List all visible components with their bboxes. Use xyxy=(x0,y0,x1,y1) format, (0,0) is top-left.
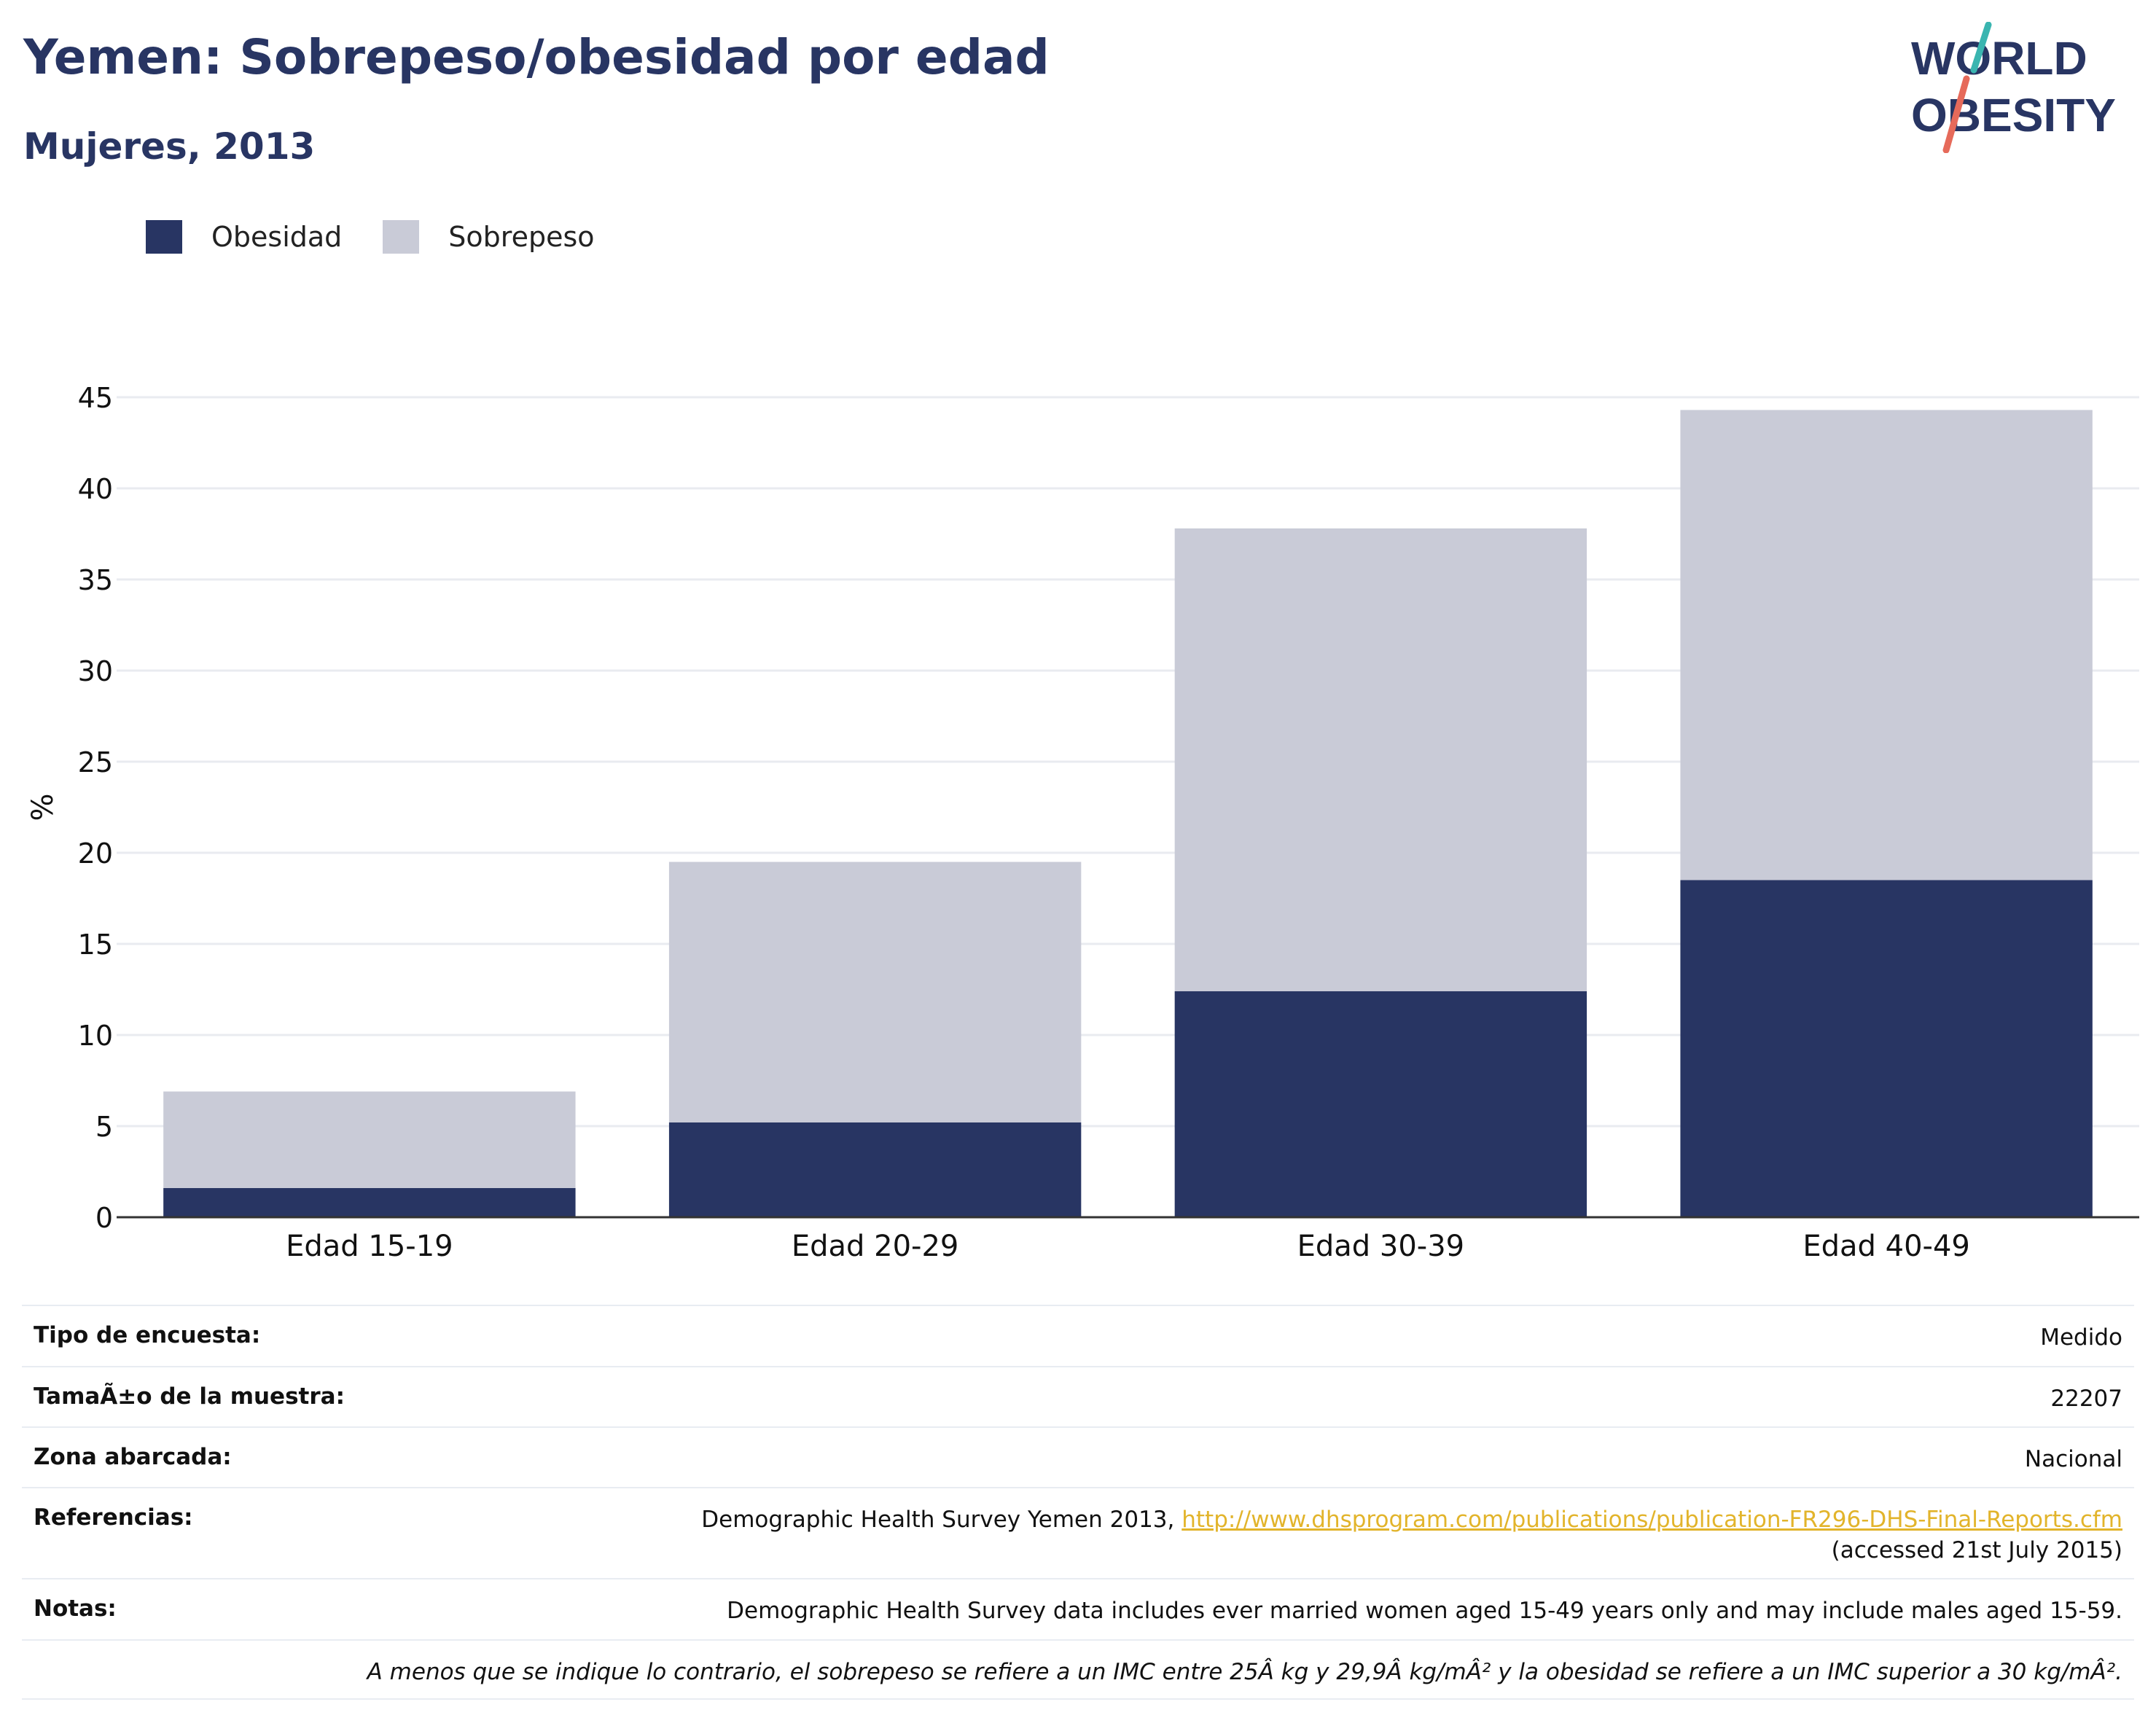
x-tick-label: Edad 20-29 xyxy=(792,1230,959,1263)
info-row-footnote: A menos que se indique lo contrario, el … xyxy=(22,1639,2134,1700)
legend: Obesidad Sobrepeso xyxy=(146,219,636,255)
legend-label-sobrepeso: Sobrepeso xyxy=(448,221,595,253)
legend-item-sobrepeso: Sobrepeso xyxy=(383,220,595,254)
bar-sobrepeso xyxy=(163,1091,576,1188)
x-tick-label: Edad 40-49 xyxy=(1802,1230,1970,1263)
info-value: 22207 xyxy=(2050,1386,2122,1412)
y-tick-label: 10 xyxy=(78,1020,113,1052)
bar-obesidad xyxy=(163,1188,576,1217)
y-tick-label: 40 xyxy=(78,473,113,505)
bar-sobrepeso xyxy=(668,862,1082,1122)
y-tick-label: 35 xyxy=(78,564,113,596)
y-axis-label: % xyxy=(26,793,60,821)
footnote: A menos que se indique lo contrario, el … xyxy=(367,1659,2122,1685)
legend-item-obesidad: Obesidad xyxy=(146,220,342,254)
y-tick-label: 5 xyxy=(95,1111,113,1143)
world-obesity-logo-icon: WORLD OBESITY xyxy=(1911,22,2116,153)
reference-link[interactable]: http://www.dhsprogram.com/publications/p… xyxy=(1181,1507,2122,1533)
bar-obesidad xyxy=(1680,880,2093,1217)
info-row-survey-type: Tipo de encuesta: Medido xyxy=(22,1305,2134,1366)
x-tick-label: Edad 30-39 xyxy=(1297,1230,1465,1263)
info-row-references: Referencias: Demographic Health Survey Y… xyxy=(22,1487,2134,1578)
info-label: Zona abarcada: xyxy=(34,1444,232,1470)
info-row-notes: Notas: Demographic Health Survey data in… xyxy=(22,1578,2134,1639)
bar-sobrepeso xyxy=(1680,410,2093,880)
y-tick-label: 15 xyxy=(78,929,113,961)
info-value: Demographic Health Survey Yemen 2013, ht… xyxy=(701,1504,2122,1578)
y-tick-label: 0 xyxy=(95,1202,113,1234)
x-tick-label: Edad 15-19 xyxy=(286,1230,453,1263)
logo-line2: OBESITY xyxy=(1911,89,2116,141)
logo-line1: WORLD xyxy=(1911,32,2087,85)
y-tick-label: 25 xyxy=(78,746,113,778)
y-tick-label: 45 xyxy=(78,382,113,414)
legend-swatch-sobrepeso xyxy=(383,220,420,254)
bar-obesidad xyxy=(1174,991,1587,1217)
info-row-sample-size: TamaÃ±o de la muestra: 22207 xyxy=(22,1366,2134,1426)
info-label: Referencias: xyxy=(34,1504,193,1531)
chart-title: Yemen: Sobrepeso/obesidad por edad xyxy=(23,29,1050,85)
reference-accessed: (accessed 21st July 2015) xyxy=(1831,1537,2122,1563)
legend-label-obesidad: Obesidad xyxy=(211,221,343,253)
reference-text: Demographic Health Survey Yemen 2013, xyxy=(701,1507,1182,1533)
y-tick-label: 20 xyxy=(78,837,113,870)
info-value: Nacional xyxy=(2024,1446,2122,1472)
info-row-area: Zona abarcada: Nacional xyxy=(22,1426,2134,1487)
info-value: Demographic Health Survey data includes … xyxy=(727,1598,2122,1624)
bar-obesidad xyxy=(668,1122,1082,1217)
info-value: Medido xyxy=(2040,1324,2122,1351)
info-table: Tipo de encuesta: Medido TamaÃ±o de la m… xyxy=(22,1305,2134,1700)
info-label: Notas: xyxy=(34,1596,117,1622)
y-tick-label: 30 xyxy=(78,655,113,687)
info-label: TamaÃ±o de la muestra: xyxy=(34,1383,345,1410)
legend-swatch-obesidad xyxy=(146,220,182,254)
bar-sobrepeso xyxy=(1174,528,1587,991)
bar-chart: 0 5 10 15 20 25 30 35 40 45% Edad 15-19 Edad 20-29 E… xyxy=(26,382,2139,1263)
info-label: Tipo de encuesta: xyxy=(34,1322,261,1348)
chart-subtitle: Mujeres, 2013 xyxy=(23,125,316,168)
